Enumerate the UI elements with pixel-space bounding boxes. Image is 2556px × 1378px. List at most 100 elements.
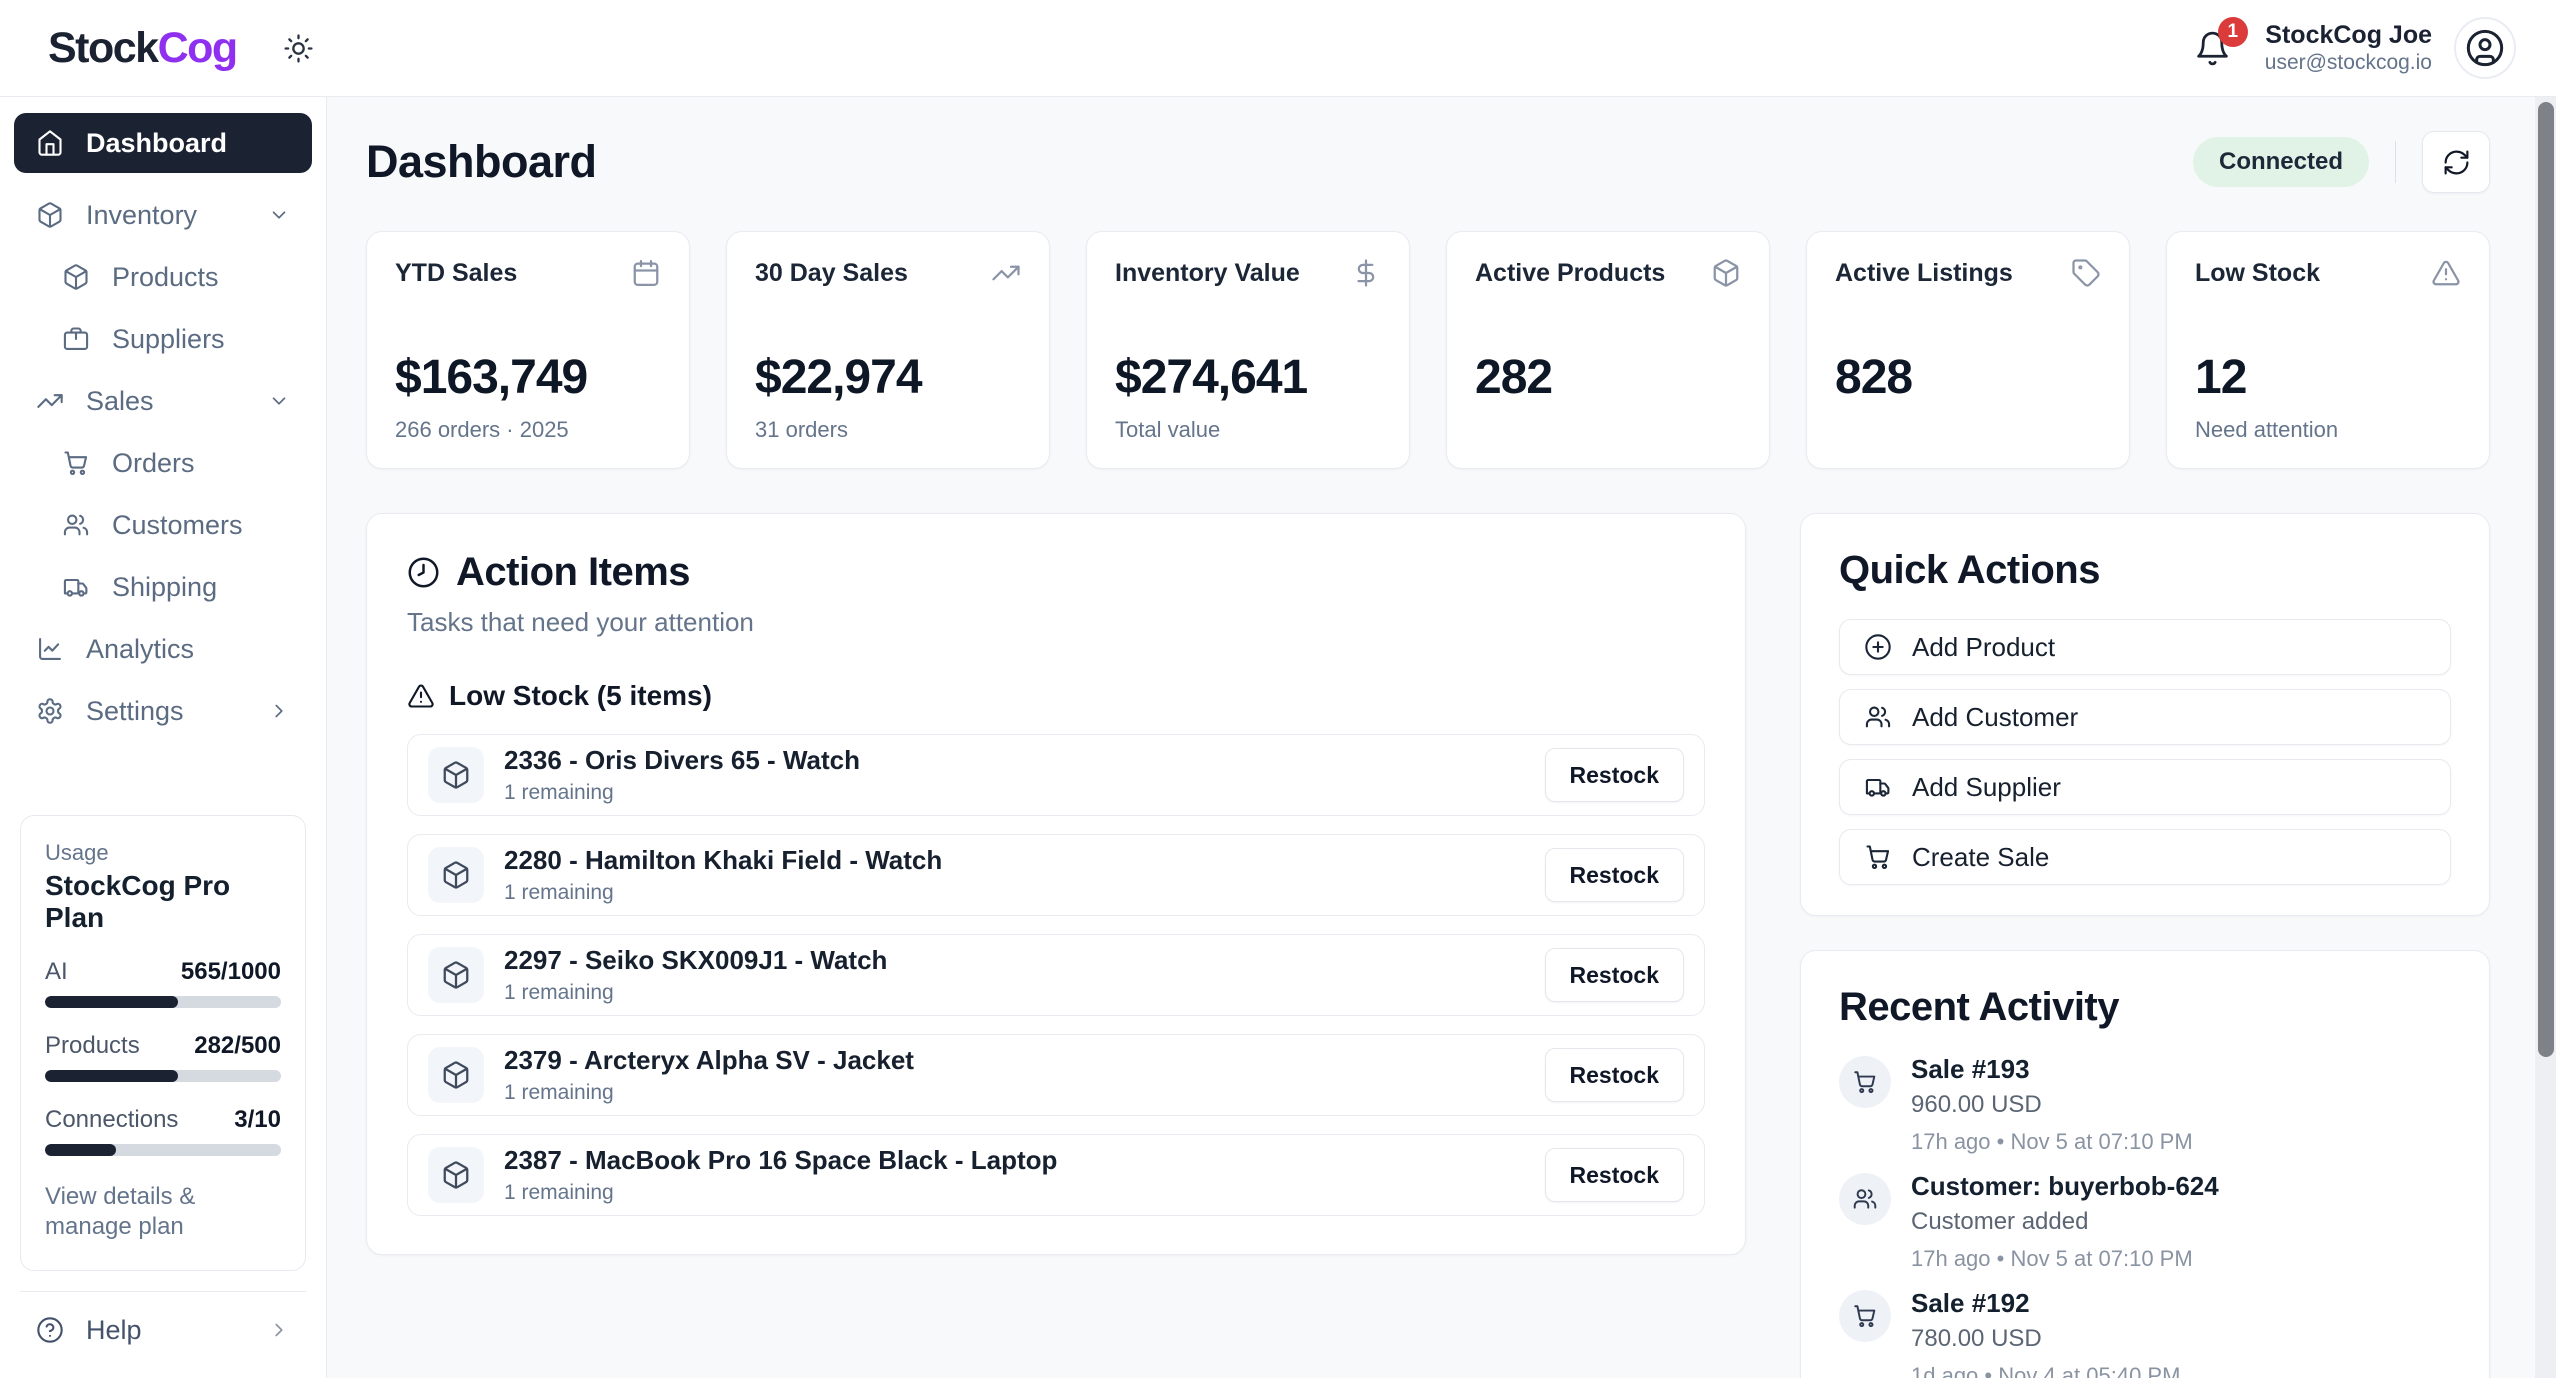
sidebar-item-label: Suppliers bbox=[112, 323, 225, 354]
stat-card-active-listings: Active Listings 828 bbox=[1806, 231, 2130, 469]
stat-value: $163,749 bbox=[395, 351, 588, 404]
add-customer-button[interactable]: Add Customer bbox=[1839, 689, 2451, 745]
sidebar-item-customers[interactable]: Customers bbox=[14, 495, 312, 555]
sidebar-item-dashboard[interactable]: Dashboard bbox=[14, 113, 312, 173]
scrollbar-thumb[interactable] bbox=[2538, 102, 2554, 1057]
action-items-title: Action Items bbox=[456, 550, 691, 594]
restock-button[interactable]: Restock bbox=[1544, 948, 1684, 1002]
stat-card-inventory-value: Inventory Value $274,641 Total value bbox=[1086, 231, 1410, 469]
action-items-subtitle: Tasks that need your attention bbox=[407, 607, 754, 637]
refresh-button[interactable] bbox=[2422, 131, 2490, 193]
quick-actions-list: Add Product Add Customer Add Supplier Creat… bbox=[1839, 619, 2451, 885]
low-stock-row: 2336 - Oris Divers 65 - Watch 1 remaining… bbox=[407, 734, 1705, 816]
sidebar-item-shipping[interactable]: Shipping bbox=[14, 557, 312, 617]
low-stock-item-remaining: 1 remaining bbox=[504, 781, 614, 804]
stat-value: 12 bbox=[2195, 351, 2247, 404]
stat-card-active-products: Active Products 282 bbox=[1446, 231, 1770, 469]
restock-button[interactable]: Restock bbox=[1544, 748, 1684, 802]
chevron-down-icon bbox=[268, 204, 290, 226]
activity-title: Sale #193 bbox=[1911, 1054, 2030, 1084]
sidebar-item-suppliers[interactable]: Suppliers bbox=[14, 309, 312, 369]
low-stock-item-texts: 2280 - Hamilton Khaki Field - Watch 1 rem… bbox=[504, 845, 942, 905]
meter-label: AI bbox=[45, 958, 68, 985]
package-icon bbox=[428, 1147, 484, 1203]
usage-meter-connections: Connections 3/10 bbox=[45, 1106, 281, 1156]
stat-subtitle: 31 orders bbox=[755, 417, 848, 442]
low-stock-item-title: 2336 - Oris Divers 65 - Watch bbox=[504, 745, 860, 775]
action-items-panel: Action Items Tasks that need your attent… bbox=[366, 513, 1746, 1255]
low-stock-item-remaining: 1 remaining bbox=[504, 1181, 614, 1204]
activity-item: Customer: buyerbob-624 Customer added 17h … bbox=[1839, 1171, 2451, 1272]
sidebar-item-help[interactable]: Help bbox=[14, 1300, 312, 1360]
user-menu-button[interactable] bbox=[2454, 17, 2516, 79]
app-logo: StockCog bbox=[48, 23, 239, 73]
user-info: StockCog Joe user@stockcog.io bbox=[2265, 21, 2432, 76]
usage-meter-products: Products 282/500 bbox=[45, 1032, 281, 1082]
low-stock-section-title: Low Stock (5 items) bbox=[449, 680, 712, 711]
meter-value: 282/500 bbox=[194, 1032, 281, 1059]
sidebar-item-settings[interactable]: Settings bbox=[14, 681, 312, 741]
sidebar-item-products[interactable]: Products bbox=[14, 247, 312, 307]
activity-subtitle: 960.00 USD bbox=[1911, 1091, 2042, 1118]
activity-item: Sale #193 960.00 USD 17h ago • Nov 5 at 07… bbox=[1839, 1054, 2451, 1155]
notifications-button[interactable]: 1 bbox=[2194, 16, 2248, 67]
scrollbar-track[interactable] bbox=[2535, 97, 2556, 1378]
activity-title: Customer: buyerbob-624 bbox=[1911, 1171, 2219, 1201]
clock-icon bbox=[407, 556, 440, 589]
manage-plan-link[interactable]: View details & manage plan bbox=[45, 1183, 196, 1240]
stat-value: $22,974 bbox=[755, 351, 923, 404]
app-logo-accent: Cog bbox=[157, 23, 239, 72]
main-content: Dashboard Connected YTD Sales $163,749 266… bbox=[327, 97, 2556, 1378]
sidebar-item-orders[interactable]: Orders bbox=[14, 433, 312, 493]
meter-bar bbox=[45, 996, 281, 1008]
help-label: Help bbox=[86, 1314, 142, 1345]
truck-icon bbox=[62, 573, 90, 601]
header-divider bbox=[2395, 141, 2396, 183]
stat-card-ytd-sales: YTD Sales $163,749 266 orders · 2025 bbox=[366, 231, 690, 469]
low-stock-item-texts: 2336 - Oris Divers 65 - Watch 1 remaining bbox=[504, 745, 860, 805]
restock-button[interactable]: Restock bbox=[1544, 848, 1684, 902]
meter-fill bbox=[45, 996, 179, 1008]
app-logo-primary: Stock bbox=[48, 23, 159, 72]
trending-up-icon bbox=[991, 258, 1021, 288]
low-stock-item-remaining: 1 remaining bbox=[504, 1081, 614, 1104]
stat-subtitle bbox=[1475, 417, 1741, 441]
restock-button[interactable]: Restock bbox=[1544, 1048, 1684, 1102]
low-stock-item-title: 2297 - Seiko SKX009J1 - Watch bbox=[504, 945, 888, 975]
meter-fill bbox=[45, 1070, 179, 1082]
sidebar-item-label: Analytics bbox=[86, 633, 195, 664]
trending-up-icon bbox=[36, 387, 64, 415]
cart-icon bbox=[1864, 843, 1892, 871]
sidebar-item-sales[interactable]: Sales bbox=[14, 371, 312, 431]
low-stock-item-title: 2280 - Hamilton Khaki Field - Watch bbox=[504, 845, 943, 875]
create-sale-button[interactable]: Create Sale bbox=[1839, 829, 2451, 885]
sidebar-item-label: Inventory bbox=[86, 199, 198, 230]
restock-button[interactable]: Restock bbox=[1544, 1148, 1684, 1202]
low-stock-item-remaining: 1 remaining bbox=[504, 981, 614, 1004]
usage-meter-ai: AI 565/1000 bbox=[45, 958, 281, 1008]
activity-texts: Sale #193 960.00 USD 17h ago • Nov 5 at 07… bbox=[1911, 1054, 2193, 1155]
quick-actions-title: Quick Actions bbox=[1839, 548, 2100, 592]
package-icon bbox=[428, 747, 484, 803]
sidebar-item-analytics[interactable]: Analytics bbox=[14, 619, 312, 679]
alert-triangle-icon bbox=[407, 682, 435, 710]
low-stock-item-title: 2387 - MacBook Pro 16 Space Black - Lapt… bbox=[504, 1145, 1058, 1175]
sidebar-item-label: Orders bbox=[112, 447, 195, 478]
package-icon bbox=[1711, 258, 1741, 288]
low-stock-item-texts: 2297 - Seiko SKX009J1 - Watch 1 remaining bbox=[504, 945, 887, 1005]
sidebar-item-inventory[interactable]: Inventory bbox=[14, 185, 312, 245]
sidebar: Dashboard Inventory Products Suppliers Sales… bbox=[0, 97, 327, 1378]
gear-icon bbox=[36, 697, 64, 725]
users-icon bbox=[62, 511, 90, 539]
stat-label: Active Products bbox=[1475, 258, 1666, 287]
user-name: StockCog Joe bbox=[2265, 20, 2432, 49]
recent-activity-panel: Recent Activity Sale #193 960.00 USD 17h a… bbox=[1800, 950, 2490, 1378]
add-supplier-button[interactable]: Add Supplier bbox=[1839, 759, 2451, 815]
page-header: Dashboard Connected bbox=[366, 131, 2490, 193]
stat-value: $274,641 bbox=[1115, 351, 1308, 404]
activity-subtitle: Customer added bbox=[1911, 1208, 2089, 1235]
sidebar-item-label: Settings bbox=[86, 695, 184, 726]
add-product-button[interactable]: Add Product bbox=[1839, 619, 2451, 675]
usage-plan-name: StockCog Pro Plan bbox=[45, 870, 231, 933]
theme-toggle-button[interactable] bbox=[283, 33, 314, 64]
